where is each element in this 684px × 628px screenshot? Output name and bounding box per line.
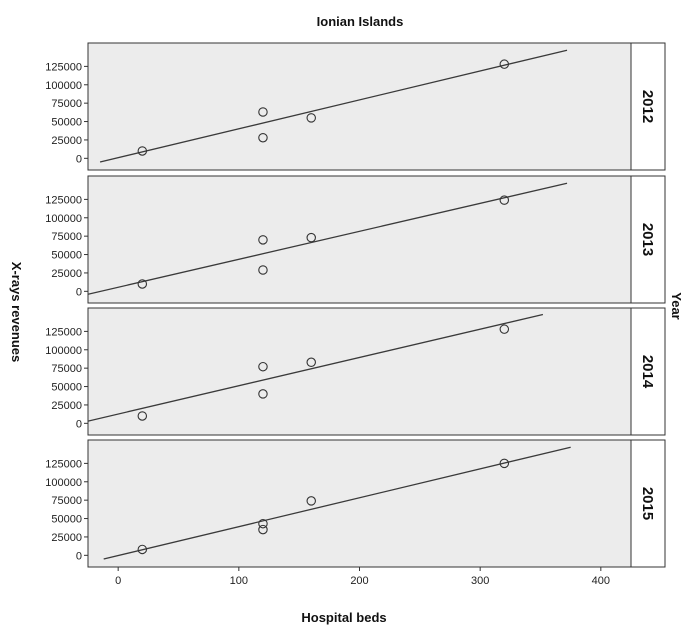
y-tick-label: 25000 [51, 532, 82, 544]
panel-2013: 2013 0 25000 50000 75000 100000 125000 [45, 175, 666, 304]
data-point [499, 195, 510, 205]
panel-label: 2015 [639, 487, 656, 520]
panel-label: 2014 [639, 355, 656, 389]
panel-strip [630, 439, 666, 568]
y-tick-label: 125000 [45, 61, 82, 73]
panel-strip [630, 175, 666, 304]
data-point [137, 411, 148, 421]
y-tick-label: 25000 [51, 268, 82, 280]
panel-2012: 2012 0 25000 50000 75000 100000 125000 [45, 42, 666, 171]
y-tick-label: 75000 [51, 231, 82, 243]
data-point [258, 361, 268, 372]
panel-background [87, 307, 632, 436]
panel-strip [630, 42, 666, 171]
x-tick-label: 400 [592, 575, 610, 587]
x-axis: 0 100 200 300 400 [115, 567, 610, 587]
facet-axis-title: Year [669, 292, 684, 319]
data-point [499, 324, 510, 334]
y-tick-label: 0 [76, 550, 82, 562]
fit-line [88, 182, 568, 295]
y-tick-label: 100000 [45, 80, 82, 92]
data-point [258, 524, 268, 535]
panel-background [87, 439, 632, 568]
data-point [137, 146, 148, 156]
y-tick-label: 125000 [45, 194, 82, 206]
y-tick-label: 50000 [51, 250, 82, 262]
y-tick-label: 25000 [51, 400, 82, 412]
y-tick-label: 100000 [45, 345, 82, 357]
data-point [306, 113, 316, 123]
data-point [258, 265, 268, 275]
y-tick-label: 75000 [51, 98, 82, 110]
y-tick-label: 50000 [51, 117, 82, 129]
y-tick-label: 100000 [45, 477, 82, 489]
data-point [306, 232, 316, 243]
data-point [258, 132, 268, 143]
panel-strip [630, 307, 666, 436]
fit-line [103, 446, 571, 560]
panel-2015: 2015 0 25000 50000 75000 100000 125000 [45, 439, 666, 568]
y-tick-label: 0 [76, 418, 82, 430]
data-point [137, 544, 148, 555]
x-tick-label: 300 [471, 575, 489, 587]
panel-label: 2012 [639, 90, 656, 123]
data-point [499, 59, 510, 69]
x-tick-label: 200 [350, 575, 368, 587]
y-tick-label: 25000 [51, 135, 82, 147]
data-point [306, 357, 316, 368]
data-point [137, 279, 148, 289]
fit-line [88, 313, 544, 422]
data-point [258, 107, 268, 117]
chart-title: Ionian Islands [317, 14, 404, 29]
panel-background [87, 42, 632, 171]
y-tick-label: 0 [76, 153, 82, 165]
panel-label: 2013 [639, 223, 656, 256]
y-axis-title: X-rays revenues [9, 262, 24, 362]
y-tick-label: 100000 [45, 213, 82, 225]
data-point [258, 389, 268, 399]
fit-line [99, 49, 568, 163]
y-tick-label: 125000 [45, 458, 82, 470]
data-point [258, 518, 268, 529]
y-tick-label: 0 [76, 286, 82, 298]
data-point [499, 458, 510, 469]
data-point [258, 235, 268, 245]
panel-2014: 2014 0 25000 50000 75000 100000 125000 [45, 307, 666, 436]
panel-background [87, 175, 632, 304]
x-axis-title: Hospital beds [301, 610, 386, 625]
y-tick-label: 125000 [45, 326, 82, 338]
panels-group: 2012 0 25000 50000 75000 100000 125000 2013 0 250… [45, 42, 666, 568]
y-tick-label: 50000 [51, 514, 82, 526]
x-tick-label: 100 [230, 575, 248, 587]
y-tick-label: 75000 [51, 363, 82, 375]
y-tick-label: 75000 [51, 495, 82, 507]
y-tick-label: 50000 [51, 382, 82, 394]
data-point [306, 496, 316, 506]
x-tick-label: 0 [115, 575, 121, 587]
